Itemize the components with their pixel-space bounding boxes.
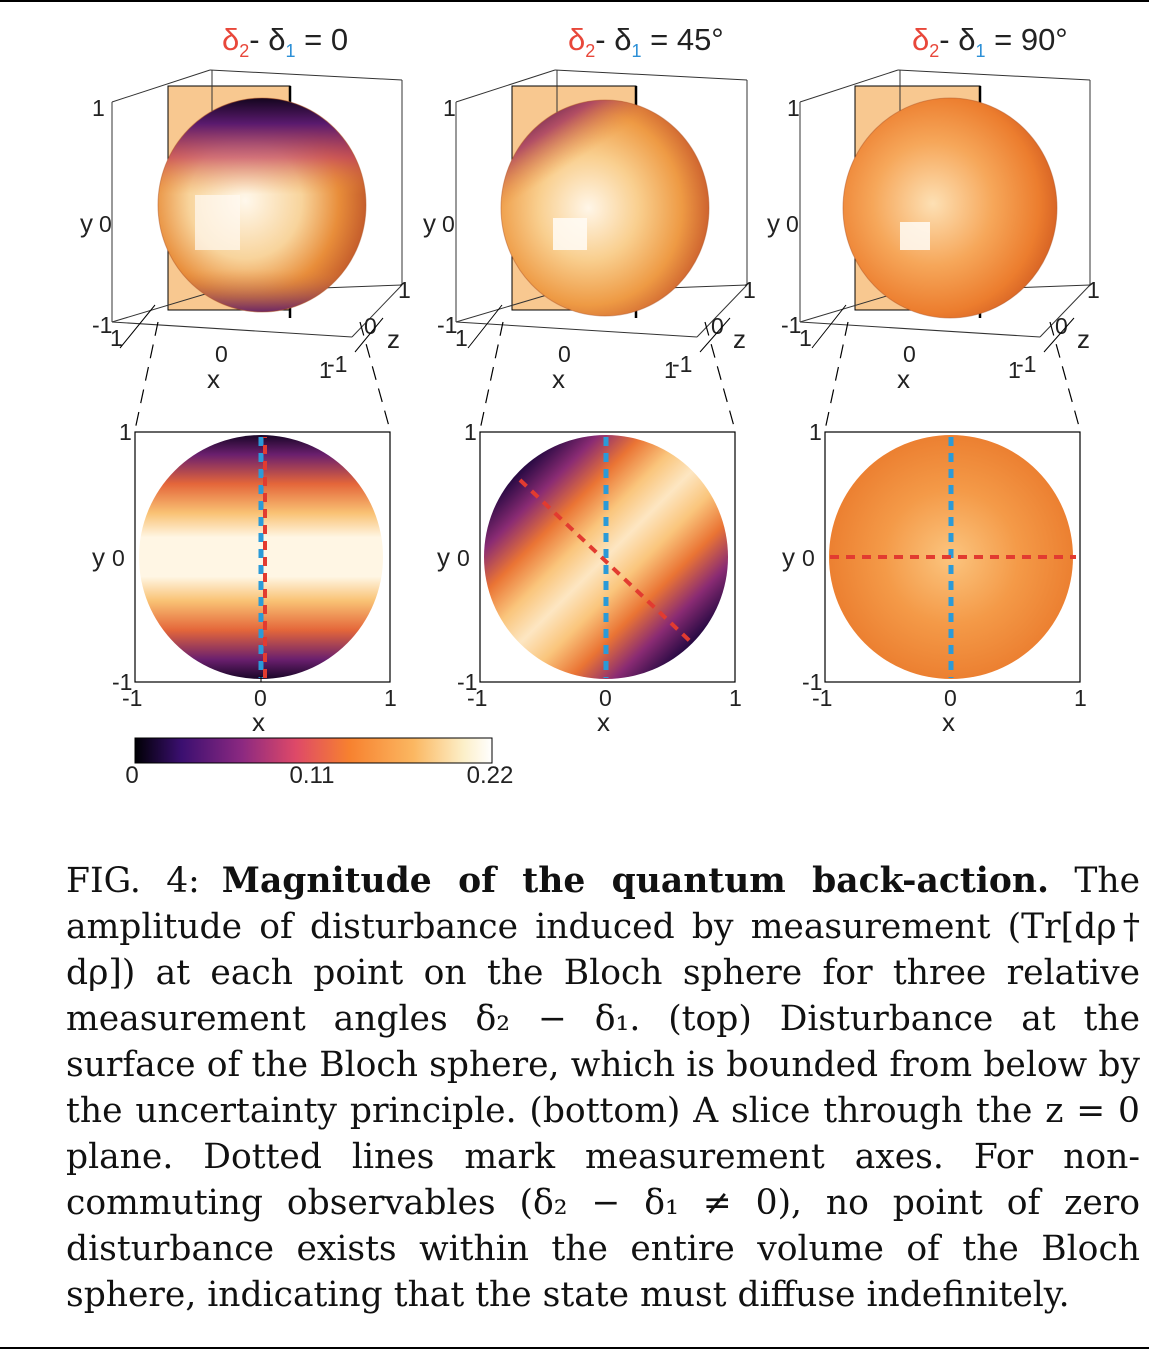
svg-text:1: 1 xyxy=(1074,685,1087,711)
svg-text:x: x xyxy=(207,364,220,394)
svg-text:0: 0 xyxy=(711,313,724,339)
svg-text:z: z xyxy=(1077,324,1090,354)
svg-text:1: 1 xyxy=(319,357,332,383)
svg-text:1: 1 xyxy=(787,95,800,121)
colorbar-tick-max: 0.22 xyxy=(466,762,514,789)
svg-text:-1: -1 xyxy=(802,669,822,695)
svg-text:1: 1 xyxy=(743,277,756,303)
colorbar-tick-mid: 0.11 xyxy=(289,762,335,789)
svg-text:-1: -1 xyxy=(812,685,832,711)
caption-fig-label: FIG. 4: xyxy=(66,861,200,901)
svg-text:1: 1 xyxy=(92,95,105,121)
svg-text:y: y xyxy=(92,542,105,572)
panel-title-2: δ2- δ1 = 90° xyxy=(912,22,1068,62)
svg-text:z: z xyxy=(387,324,400,354)
svg-text:-1: -1 xyxy=(672,351,692,377)
svg-text:1: 1 xyxy=(1087,277,1100,303)
svg-text:z: z xyxy=(733,324,746,354)
svg-text:1: 1 xyxy=(384,685,397,711)
svg-text:0: 0 xyxy=(944,685,957,711)
svg-text:0: 0 xyxy=(364,313,377,339)
caption-title: Magnitude of the quantum back-action. xyxy=(221,861,1050,901)
svg-text:-1: -1 xyxy=(457,669,477,695)
svg-text:0: 0 xyxy=(1055,313,1068,339)
svg-text:1: 1 xyxy=(809,419,822,445)
svg-text:0: 0 xyxy=(99,211,112,237)
svg-text:-1: -1 xyxy=(327,351,347,377)
top-rule xyxy=(0,0,1149,2)
panel-title-0: δ2- δ1 = 0 xyxy=(222,22,349,62)
svg-text:1: 1 xyxy=(119,419,132,445)
svg-text:0: 0 xyxy=(215,341,228,367)
svg-text:1: 1 xyxy=(664,357,677,383)
svg-text:0: 0 xyxy=(802,545,815,571)
slice-panel-1: 1 y 0 -1 -1 0 x 1 xyxy=(437,419,742,737)
svg-text:0: 0 xyxy=(786,211,799,237)
svg-text:0: 0 xyxy=(457,545,470,571)
svg-text:0: 0 xyxy=(558,341,571,367)
sphere-panel-0: 1 y 0 -1 1 0 x 1 -1 1 0 z xyxy=(80,69,411,394)
svg-text:x: x xyxy=(597,707,610,737)
svg-text:1: 1 xyxy=(398,277,411,303)
sphere-panel-2: 1 y 0 -1 1 0 x 1 -1 1 0 z xyxy=(767,69,1100,394)
zoom-connectors xyxy=(134,321,1081,431)
colorbar-tick-min: 0 xyxy=(125,762,139,789)
svg-text:-1: -1 xyxy=(467,685,487,711)
svg-text:x: x xyxy=(552,364,565,394)
slice-panel-2: 1 y 0 -1 -1 0 x 1 xyxy=(782,419,1087,737)
slice1-axis-red xyxy=(518,478,694,645)
svg-text:1: 1 xyxy=(455,325,468,351)
svg-text:1: 1 xyxy=(443,95,456,121)
svg-text:1: 1 xyxy=(1008,357,1021,383)
sphere-panel-1: 1 y 0 -1 1 0 x 1 -1 1 0 z xyxy=(423,69,756,394)
colorbar xyxy=(134,737,493,764)
svg-text:1: 1 xyxy=(464,419,477,445)
figure-graphics: 1 y 0 -1 1 0 x 1 -1 1 0 z 1 y 0 -1 1 xyxy=(80,69,1100,764)
svg-text:-1: -1 xyxy=(437,312,457,338)
svg-text:y: y xyxy=(80,208,93,238)
svg-text:0: 0 xyxy=(254,685,267,711)
svg-text:1: 1 xyxy=(110,325,123,351)
svg-text:y: y xyxy=(782,542,795,572)
svg-text:-1: -1 xyxy=(112,669,132,695)
svg-text:x: x xyxy=(942,707,955,737)
svg-text:0: 0 xyxy=(903,341,916,367)
svg-text:0: 0 xyxy=(599,685,612,711)
svg-text:-1: -1 xyxy=(781,312,801,338)
svg-text:0: 0 xyxy=(442,211,455,237)
svg-text:y: y xyxy=(437,542,450,572)
svg-text:0: 0 xyxy=(112,545,125,571)
svg-text:x: x xyxy=(897,364,910,394)
svg-text:-1: -1 xyxy=(92,312,112,338)
svg-text:-1: -1 xyxy=(1016,351,1036,377)
caption-body: The amplitude of disturbance induced by … xyxy=(66,861,1140,1315)
panel-title-1: δ2- δ1 = 45° xyxy=(568,22,724,62)
svg-text:y: y xyxy=(423,208,436,238)
bottom-rule xyxy=(0,1347,1149,1349)
svg-text:1: 1 xyxy=(729,685,742,711)
slice-panel-0: 1 y 0 -1 -1 0 x 1 xyxy=(92,419,397,737)
svg-text:y: y xyxy=(767,208,780,238)
svg-text:-1: -1 xyxy=(122,685,142,711)
figure-caption: FIG. 4: Magnitude of the quantum back-act… xyxy=(66,858,1140,1318)
svg-text:1: 1 xyxy=(799,325,812,351)
svg-text:x: x xyxy=(252,707,265,737)
